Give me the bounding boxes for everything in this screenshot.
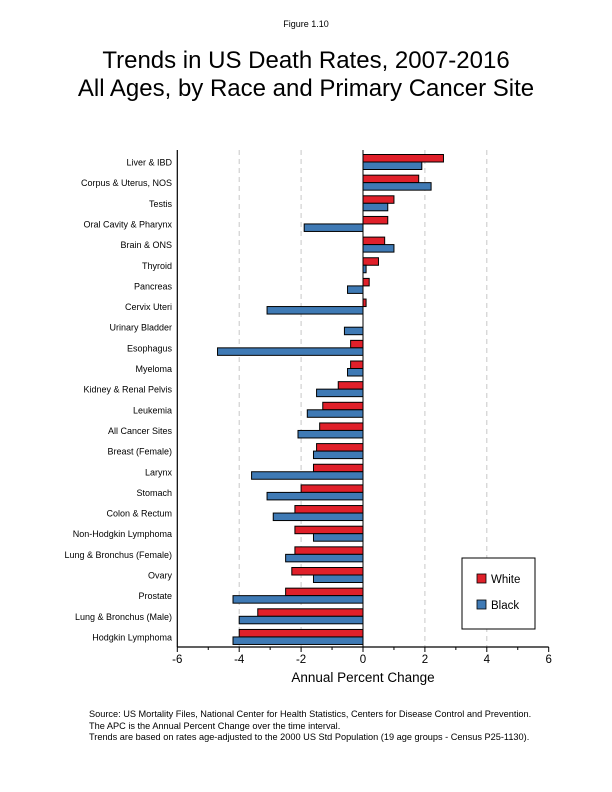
bar-white [291, 567, 364, 576]
bar-black [285, 553, 364, 563]
bar-black [312, 533, 364, 542]
legend-swatch-black [476, 599, 487, 610]
bar-white [319, 422, 364, 431]
legend: White Black [461, 557, 536, 630]
bar-white [362, 236, 386, 246]
bar-black [251, 471, 364, 480]
bar-black [303, 223, 364, 232]
bar-black [266, 306, 364, 315]
x-tick-label: 0 [360, 654, 366, 666]
bar-white [294, 546, 364, 555]
bar-white [337, 381, 364, 390]
bar-white [312, 463, 364, 473]
bar-black [343, 326, 364, 336]
bars [217, 154, 444, 645]
bar-black [232, 636, 364, 645]
category-label: Ovary [148, 571, 173, 581]
bar-white [362, 215, 389, 225]
bar-black [306, 409, 364, 418]
chart-title-line-1: Trends in US Death Rates, 2007-2016 [102, 47, 510, 74]
chart-title-line-2: All Ages, by Race and Primary Cancer Sit… [77, 75, 535, 102]
category-label: Non-Hodgkin Lymphoma [73, 529, 172, 539]
x-tick-labels: -6 -4 -2 0 2 4 6 [172, 654, 552, 666]
source-notes: Source: US Mortality Files, National Cen… [89, 709, 531, 744]
bar-black [238, 615, 364, 625]
bar-white [316, 443, 364, 452]
x-tick-label: 2 [422, 654, 428, 666]
x-tick-label: -4 [234, 654, 245, 666]
bar-black [362, 202, 389, 212]
bar-white [362, 154, 444, 163]
category-label: Esophagus [127, 343, 173, 353]
legend-label-white: White [491, 574, 520, 586]
category-label: Brain & ONS [120, 240, 172, 250]
legend-swatch-white [476, 573, 487, 584]
figure-label: Figure 1.10 [283, 19, 329, 29]
bar-white [322, 401, 364, 411]
x-tick-label: -2 [296, 654, 306, 666]
bar-white [300, 484, 364, 493]
category-label: Testis [149, 199, 173, 209]
bar-white [238, 628, 364, 638]
bar-black [362, 182, 432, 191]
legend-label-black: Black [491, 600, 519, 612]
category-label: All Cancer Sites [108, 426, 173, 436]
bar-black [347, 368, 364, 377]
category-label: Corpus & Uterus, NOS [81, 178, 172, 188]
chart-title: Trends in US Death Rates, 2007-2016 All … [0, 47, 612, 103]
x-tick-label: 4 [484, 654, 491, 666]
bar-white [350, 360, 364, 369]
category-label: Liver & IBD [126, 158, 172, 168]
x-tick-label: -6 [172, 654, 182, 666]
source-line-2: The APC is the Annual Percent Change ove… [89, 720, 341, 731]
bar-black [272, 512, 364, 522]
category-label: Urinary Bladder [109, 323, 172, 333]
category-label: Myeloma [135, 364, 172, 374]
x-tick-label: 6 [545, 654, 551, 666]
x-axis-label: Annual Percent Change [291, 670, 434, 685]
bar-black [362, 244, 395, 253]
category-label: Pancreas [134, 281, 173, 291]
category-label: Leukemia [133, 405, 172, 415]
category-label: Breast (Female) [107, 447, 172, 457]
bar-black [312, 574, 364, 583]
category-label: Lung & Bronchus (Female) [64, 550, 172, 560]
category-label: Oral Cavity & Pharynx [83, 219, 172, 229]
bar-white [285, 587, 364, 597]
category-label: Cervix Uteri [125, 302, 172, 312]
bar-white [257, 608, 364, 617]
category-label: Larynx [145, 467, 173, 477]
source-line-1: Source: US Mortality Files, National Cen… [89, 709, 532, 719]
bar-black [217, 347, 364, 356]
category-label: Kidney & Renal Pelvis [83, 385, 172, 395]
category-label: Stomach [136, 488, 172, 498]
bar-black [312, 450, 364, 460]
bar-white [362, 195, 395, 204]
bar-white [362, 174, 420, 184]
category-label: Hodgkin Lymphoma [92, 632, 172, 642]
category-label: Lung & Bronchus (Male) [75, 612, 172, 622]
category-label: Thyroid [142, 261, 172, 271]
bar-black [316, 388, 364, 398]
bar-black [362, 161, 423, 170]
legend-box [461, 557, 536, 630]
bar-black [232, 595, 364, 604]
bar-white [294, 505, 364, 514]
bar-white [350, 339, 364, 349]
bar-black [347, 285, 364, 294]
bar-white [362, 277, 370, 287]
bar-white [362, 257, 379, 266]
bar-black [266, 491, 364, 501]
bar-white [294, 525, 364, 535]
category-label: Colon & Rectum [106, 509, 172, 519]
axes [176, 150, 550, 652]
category-label: Prostate [138, 591, 172, 601]
source-line-3: Trends are based on rates age-adjusted t… [89, 732, 530, 742]
bar-black [297, 429, 364, 439]
category-labels: Liver & IBD Corpus & Uterus, NOS Testis Ora… [64, 158, 172, 643]
